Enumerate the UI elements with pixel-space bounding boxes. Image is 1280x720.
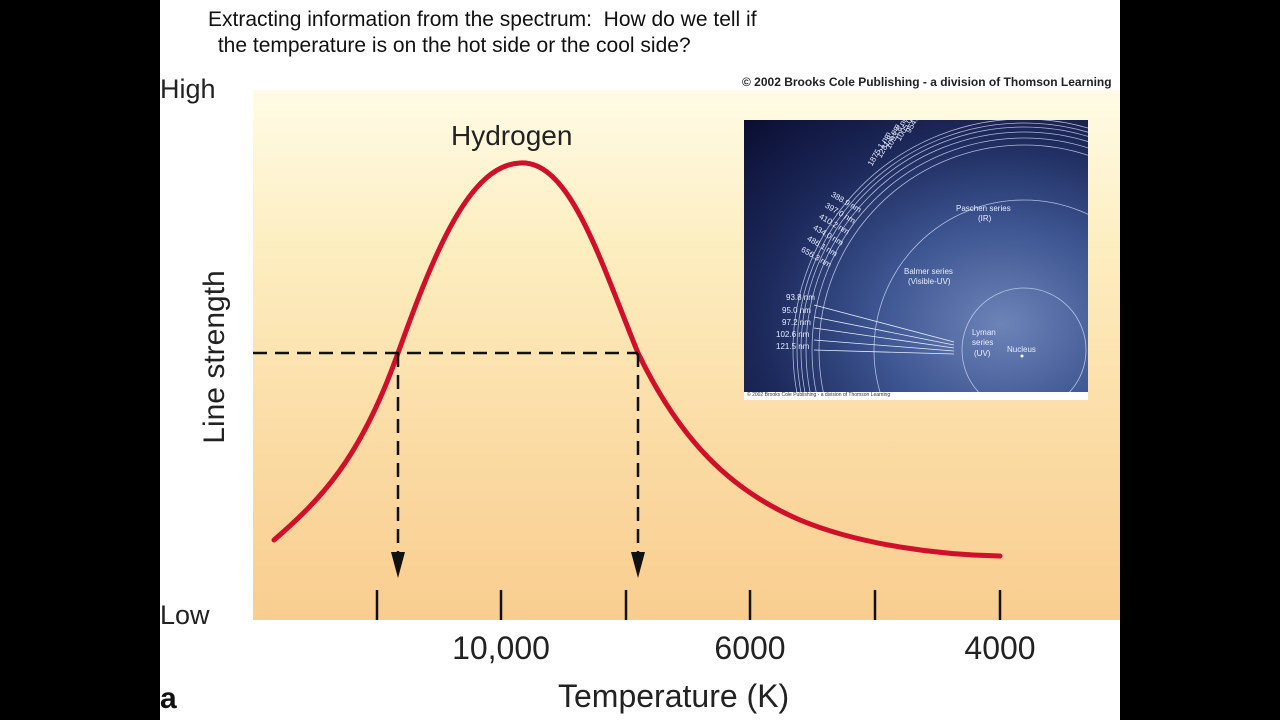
hydrogen-atom-inset: 954.6 nm 1005.0 nm 1093.8 nm 1281.8 nm 1…: [744, 120, 1088, 400]
lyman-wavelength-2: 95.0 nm: [782, 306, 811, 315]
lyman-wavelength-1: 93.8 nm: [786, 293, 815, 302]
series-label-hydrogen: Hydrogen: [451, 120, 573, 151]
paschen-series-sub: (IR): [978, 214, 992, 223]
hydrogen-curve: [271, 160, 1003, 559]
atom-diagram-image: 954.6 nm 1005.0 nm 1093.8 nm 1281.8 nm 1…: [744, 120, 1088, 392]
lyman-series-label: Lyman: [972, 328, 996, 337]
lyman-series-sub: (UV): [974, 349, 991, 358]
slide-title-line-2: the temperature is on the hot side or th…: [212, 34, 691, 57]
balmer-series-sub: (Visible-UV): [908, 277, 951, 286]
y-axis-title: Line strength: [198, 270, 231, 444]
hot-side-arrowhead-icon: [391, 552, 405, 578]
y-tick-low: Low: [160, 600, 210, 630]
lyman-series-label-2: series: [972, 338, 994, 347]
nucleus-label: Nucleus: [1007, 345, 1036, 354]
x-axis-title: Temperature (K): [558, 678, 790, 714]
chart-canvas: [253, 160, 1003, 620]
lyman-wavelength-5: 121.5 nm: [776, 342, 810, 351]
copyright-notice: © 2002 Brooks Cole Publishing - a divisi…: [742, 75, 1112, 89]
inset-credit: © 2002 Brooks Cole Publishing - a divisi…: [747, 392, 891, 398]
cool-side-arrowhead-icon: [631, 552, 645, 578]
x-tick-label-4000: 4000: [964, 630, 1036, 666]
panel-label: a: [160, 682, 177, 715]
orbit-arcs: [792, 120, 1088, 392]
lyman-wavelength-3: 97.2 nm: [782, 318, 811, 327]
slide: Extracting information from the spectrum…: [160, 0, 1120, 720]
lyman-wavelength-4: 102.6 nm: [776, 330, 810, 339]
y-tick-high: High: [160, 74, 216, 104]
slide-title-line-1: Extracting information from the spectrum…: [208, 8, 757, 31]
paschen-series-label: Paschen series: [956, 204, 1011, 213]
x-axis-ticks: [375, 590, 1002, 620]
balmer-series-label: Balmer series: [904, 267, 953, 276]
x-tick-label-6000: 6000: [714, 630, 786, 666]
x-tick-label-10000: 10,000: [452, 630, 550, 666]
